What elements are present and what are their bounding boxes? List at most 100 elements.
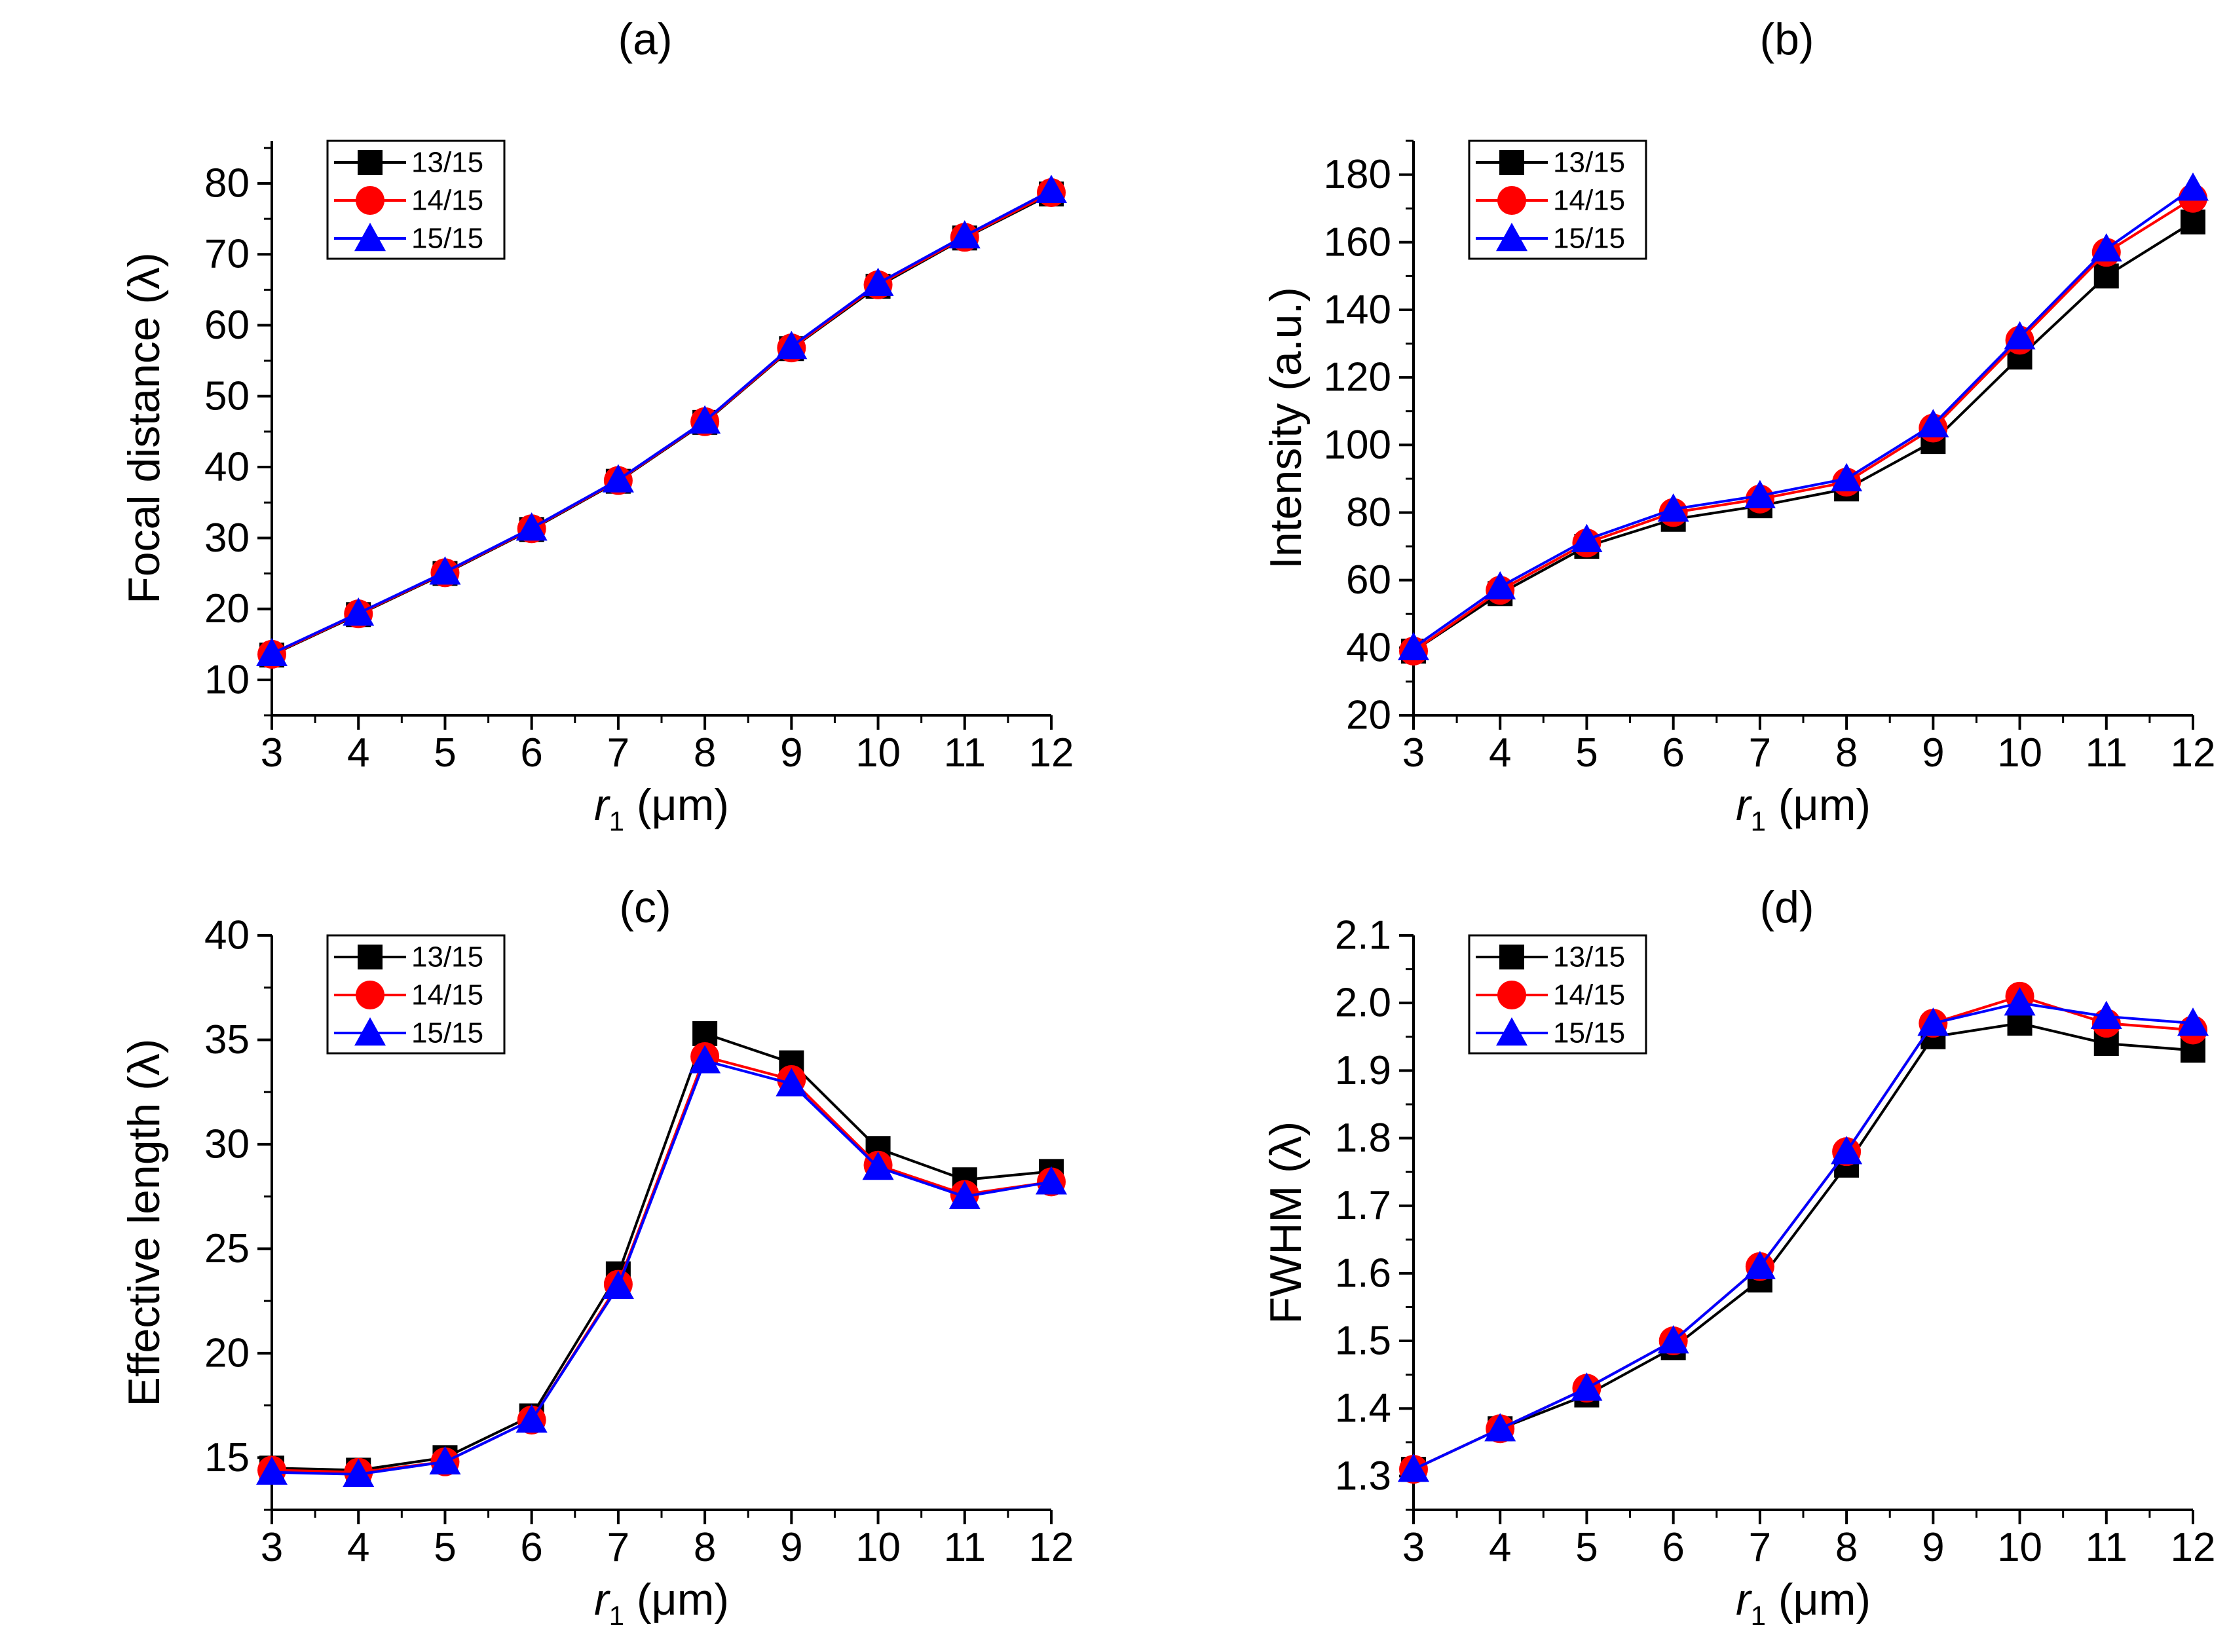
x-tick-label: 8: [1835, 730, 1858, 776]
y-tick-label: 40: [204, 913, 250, 958]
x-tick-label: 9: [780, 1525, 802, 1570]
legend-label: 14/15: [1553, 979, 1625, 1011]
y-tick-label: 1.8: [1335, 1116, 1391, 1161]
y-tick-label: 180: [1324, 152, 1391, 197]
legend-label: 15/15: [1553, 1017, 1625, 1049]
x-axis-title-unit: (μm): [1766, 780, 1871, 830]
series-line-15-15: [1413, 1002, 2194, 1471]
data-point-15-15: [948, 1180, 981, 1209]
chart-panel-1: (a) 3 4 5 6 7 8 9 10 11 12 10 20 30 40 50 60 70 80 Focal di…: [119, 14, 1074, 836]
data-point-15-15: [343, 1458, 375, 1487]
x-tick-label: 7: [1749, 1525, 1771, 1570]
data-point-15-15: [429, 556, 461, 585]
x-tick-label: 8: [694, 730, 716, 776]
y-tick-label: 80: [1346, 490, 1391, 535]
data-point-15-15: [515, 512, 548, 541]
x-axis-title-sub: 1: [609, 806, 624, 836]
data-point-15-15: [1571, 523, 1603, 552]
legend-square-marker: [358, 150, 383, 175]
x-axis-title-unit: (μm): [624, 780, 729, 830]
data-point-15-15: [2004, 987, 2036, 1016]
legend-label: 13/15: [411, 147, 483, 179]
x-tick-label: 12: [2171, 1525, 2216, 1570]
legend-circle-marker: [1497, 981, 1526, 1009]
legend-triangle-marker: [1496, 223, 1527, 252]
y-tick-label: 160: [1324, 219, 1391, 265]
y-tick-label: 30: [204, 1121, 250, 1167]
y-axis-title: Focal distance (λ): [119, 252, 169, 604]
data-point-15-15: [2177, 1007, 2209, 1036]
data-point-15-15: [1744, 1250, 1776, 1279]
y-tick-label: 60: [1346, 557, 1391, 603]
series-line-15-15: [1412, 187, 2194, 649]
data-point-15-15: [862, 1151, 894, 1180]
x-tick-label: 3: [1402, 730, 1425, 776]
legend-circle-marker: [1497, 186, 1526, 215]
x-axis-title-var: r: [594, 780, 610, 830]
x-axis-title: r1 (μm): [1736, 1575, 1871, 1631]
y-tick-label: 20: [1346, 693, 1391, 738]
y-tick-label: 1.6: [1335, 1250, 1391, 1296]
x-tick-label: 11: [944, 1525, 986, 1570]
x-tick-label: 10: [855, 730, 901, 776]
y-tick-label: 40: [1346, 625, 1391, 670]
series-line-14-15: [271, 191, 1052, 656]
x-axis-title: r1 (μm): [594, 780, 729, 836]
data-point-15-15: [1831, 462, 1863, 492]
x-tick-label: 4: [347, 1525, 369, 1570]
series-line-14-15: [1412, 197, 2194, 652]
x-tick-label: 10: [1997, 730, 2042, 776]
x-axis-title: r1 (μm): [1736, 780, 1871, 836]
chart-panel-2: (b) 3 4 5 6 7 8 9 10 11 12 20 40 60 80 100 120 140 160 180 I…: [1261, 14, 2215, 836]
data-point-15-15: [689, 1045, 721, 1074]
x-tick-label: 3: [1402, 1525, 1425, 1570]
y-tick-label: 60: [204, 303, 250, 348]
legend-label: 13/15: [1553, 147, 1625, 179]
x-tick-label: 9: [1922, 730, 1944, 776]
data-point-15-15: [1657, 1325, 1689, 1354]
data-point-15-15: [602, 464, 634, 493]
x-axis-title-unit: (μm): [1766, 1575, 1871, 1624]
y-tick-label: 15: [204, 1435, 250, 1480]
y-tick-label: 20: [204, 586, 250, 631]
legend-circle-marker: [356, 186, 384, 215]
data-point-15-15: [1036, 174, 1067, 203]
x-tick-label: 5: [1575, 1525, 1598, 1570]
legend-square-marker: [1499, 945, 1524, 969]
y-tick-label: 1.4: [1335, 1386, 1391, 1431]
chart-panel-3: (c) 3 4 5 6 7 8 9 10 11 12 15 20 25 30 35 40 Effective le…: [119, 882, 1074, 1631]
y-axis-title: Effective length (λ): [119, 1039, 169, 1407]
x-axis-title-sub: 1: [1751, 806, 1766, 836]
data-point-13-15: [692, 1021, 718, 1046]
legend-square-marker: [358, 945, 383, 969]
y-tick-label: 1.3: [1335, 1454, 1391, 1499]
x-axis-title: r1 (μm): [594, 1575, 729, 1631]
y-tick-label: 2.0: [1335, 981, 1391, 1026]
data-point-15-15: [256, 637, 288, 667]
series-line-15-15: [271, 1059, 1052, 1476]
series-line-14-15: [271, 1055, 1052, 1474]
x-tick-label: 7: [607, 1525, 629, 1570]
data-point-15-15: [776, 1068, 808, 1097]
series-line-15-15: [271, 189, 1052, 655]
x-tick-label: 12: [1029, 730, 1074, 776]
data-point-15-15: [2090, 233, 2122, 262]
data-point-15-15: [429, 1446, 461, 1474]
x-tick-label: 10: [855, 1525, 901, 1570]
data-point-15-15: [862, 267, 894, 296]
x-tick-label: 6: [520, 1525, 542, 1570]
data-point-15-15: [2177, 172, 2209, 201]
legend-triangle-marker: [1496, 1017, 1527, 1046]
data-point-15-15: [1398, 631, 1429, 661]
x-tick-label: 9: [1922, 1525, 1944, 1570]
data-point-15-15: [515, 1404, 548, 1433]
y-tick-label: 1.9: [1335, 1048, 1391, 1093]
legend: 13/15 14/15 15/15: [1468, 140, 1647, 260]
data-point-15-15: [776, 330, 808, 360]
data-point-15-15: [1744, 479, 1776, 508]
legend-label: 13/15: [1553, 941, 1625, 973]
legend-circle-marker: [356, 981, 384, 1009]
x-tick-label: 12: [2171, 730, 2216, 776]
x-tick-label: 6: [1662, 1525, 1684, 1570]
y-tick-label: 40: [204, 445, 250, 490]
